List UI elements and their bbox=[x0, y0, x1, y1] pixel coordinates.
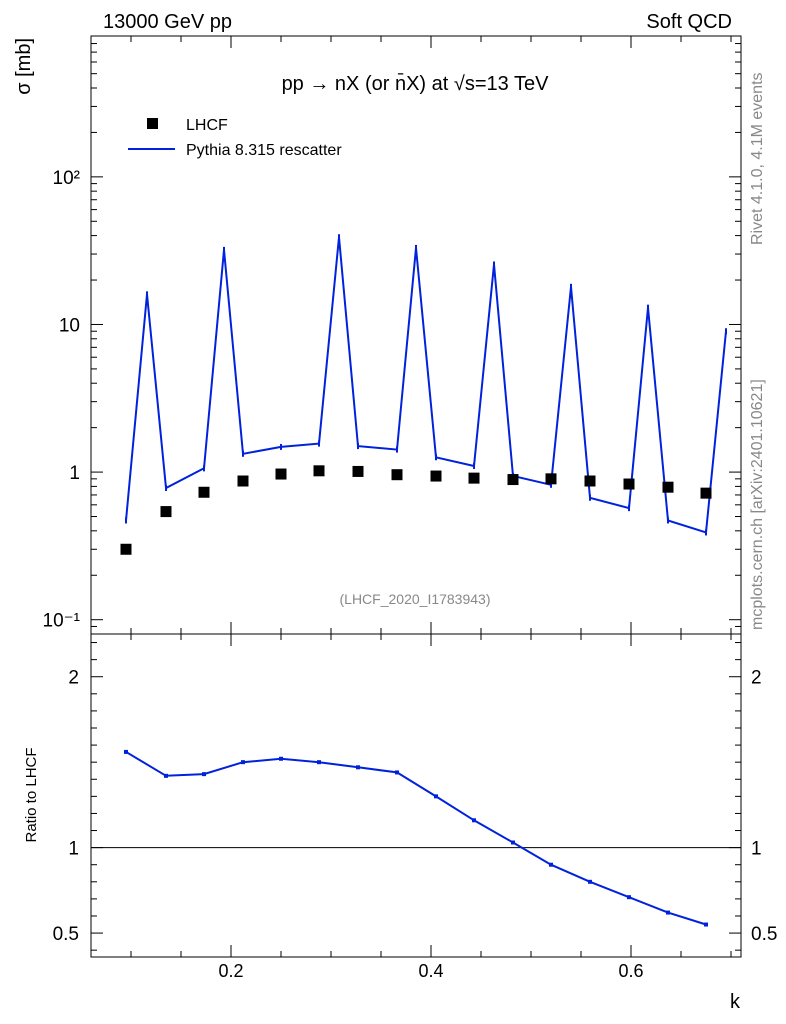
ratio-axis-ticks: 0.2 0.4 0.6 0.5 0.5 1 1 2 2 bbox=[53, 634, 777, 981]
ratio-point bbox=[434, 794, 438, 799]
y-tick-label: 10² bbox=[53, 168, 80, 189]
ratio-data bbox=[91, 749, 741, 927]
x-tick-label: 0.6 bbox=[618, 961, 643, 981]
y-tick-label: 1 bbox=[69, 463, 80, 484]
ratio-frame bbox=[90, 633, 742, 958]
y-tick-label: 10⁻¹ bbox=[43, 611, 81, 632]
ratio-point bbox=[511, 840, 515, 845]
lhcf-marker bbox=[584, 475, 596, 487]
y-axis-label: σ [mb] bbox=[13, 38, 35, 95]
ratio-point bbox=[164, 773, 168, 778]
y-tick-label: 10 bbox=[59, 315, 80, 336]
lhcf-marker bbox=[313, 465, 325, 477]
lhcf-marker bbox=[545, 473, 557, 485]
lhcf-marker bbox=[275, 468, 287, 480]
ratio-y-tick-label: 0.5 bbox=[53, 924, 79, 945]
ratio-point bbox=[704, 922, 708, 927]
lhcf-marker bbox=[160, 506, 172, 518]
ratio-line bbox=[125, 751, 707, 926]
ratio-point bbox=[588, 879, 592, 884]
lhcf-marker bbox=[700, 487, 712, 499]
main-data bbox=[120, 234, 727, 555]
plot-title: pp → nX (or n̄X) at √s=13 TeV bbox=[282, 72, 550, 95]
ratio-y-tick-label-right: 2 bbox=[751, 668, 762, 689]
legend: LHCF Pythia 8.315 rescatter bbox=[128, 117, 342, 159]
ratio-point bbox=[202, 772, 206, 777]
analysis-watermark: (LHCF_2020_I1783943) bbox=[340, 591, 491, 607]
ratio-point bbox=[472, 818, 476, 823]
x-tick-label: 0.4 bbox=[418, 961, 443, 981]
legend-lhcf-label: LHCF bbox=[186, 117, 228, 134]
ratio-point bbox=[549, 862, 553, 867]
legend-lhcf-marker bbox=[147, 118, 158, 129]
ratio-y-axis-label: Ratio to LHCF bbox=[23, 747, 40, 842]
ratio-point bbox=[666, 910, 670, 915]
rivet-version-label: Rivet 4.1.0, 4.1M events bbox=[749, 72, 766, 245]
ratio-y-tick-label: 2 bbox=[68, 668, 79, 689]
lhcf-marker bbox=[237, 475, 249, 487]
header-left: 13000 GeV pp bbox=[103, 11, 232, 33]
lhcf-marker bbox=[507, 474, 519, 486]
lhcf-marker bbox=[352, 465, 364, 477]
ratio-point bbox=[317, 760, 321, 765]
ratio-panel: 0.2 0.4 0.6 0.5 0.5 1 1 2 2 Ratio to LHCF k bbox=[23, 633, 777, 1013]
ratio-y-tick-label-right: 0.5 bbox=[751, 924, 777, 945]
lhcf-marker bbox=[662, 481, 674, 493]
lhcf-marker bbox=[198, 486, 210, 498]
lhcf-marker bbox=[430, 470, 442, 482]
x-axis-label: k bbox=[730, 991, 741, 1013]
ratio-y-tick-label-right: 1 bbox=[751, 839, 762, 860]
lhcf-marker bbox=[468, 472, 480, 484]
lhcf-marker bbox=[120, 543, 132, 555]
pythia-line bbox=[125, 237, 727, 534]
legend-pythia-label: Pythia 8.315 rescatter bbox=[186, 142, 342, 159]
mcplots-label: mcplots.cern.ch [arXiv:2401.10621] bbox=[749, 379, 766, 630]
header-right: Soft QCD bbox=[646, 11, 732, 33]
ratio-y-tick-label: 1 bbox=[68, 839, 79, 860]
lhcf-marker bbox=[391, 469, 403, 481]
lhcf-marker bbox=[623, 478, 635, 490]
main-panel: 10⁻¹ 1 10 10² pp → nX (or n̄X) at √s=13 TeV… bbox=[13, 35, 742, 635]
ratio-point bbox=[124, 749, 128, 754]
x-tick-label: 0.2 bbox=[218, 961, 243, 981]
ratio-point bbox=[395, 770, 399, 775]
ratio-point bbox=[279, 756, 283, 761]
ratio-point bbox=[241, 760, 245, 765]
ratio-point bbox=[356, 765, 360, 770]
ratio-point bbox=[627, 895, 631, 900]
main-axis-ticks: 10⁻¹ 1 10 10² bbox=[43, 35, 741, 635]
